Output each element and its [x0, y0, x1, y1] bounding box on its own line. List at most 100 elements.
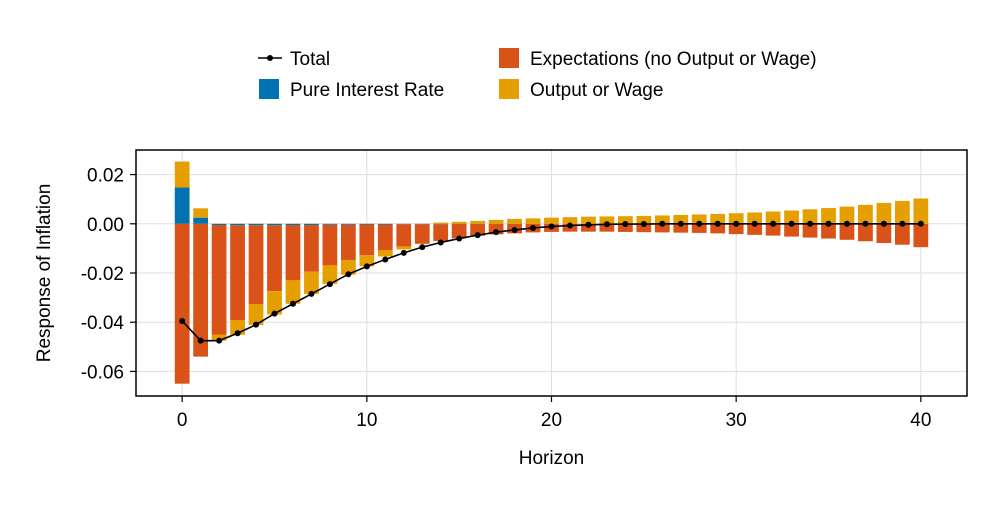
point-series-3-x-21 — [566, 222, 573, 229]
bar-series-1-x-38 — [876, 223, 892, 243]
bar-series-0-x-1 — [193, 217, 209, 224]
x-tick-label-0: 0 — [177, 410, 188, 431]
bar-series-2-x-8 — [322, 265, 338, 284]
point-series-3-x-9 — [345, 271, 352, 278]
bar-series-2-x-30 — [728, 213, 744, 224]
bar-series-1-x-12 — [396, 224, 412, 247]
bar-series-2-x-12 — [396, 246, 412, 250]
legend-entry-output-or-wage: Output or Wage — [499, 79, 663, 101]
bar-series-1-x-5 — [267, 225, 282, 292]
bar-series-1-x-29 — [710, 223, 726, 234]
point-series-3-x-38 — [880, 220, 887, 227]
point-series-3-x-40 — [917, 220, 924, 227]
bar-series-0-x-5 — [267, 223, 282, 226]
bar-series-2-x-1 — [193, 208, 209, 218]
point-series-3-x-0 — [179, 317, 186, 324]
legend-entry-expectations: Expectations (no Output or Wage) — [499, 48, 817, 70]
point-series-3-x-27 — [677, 220, 684, 227]
bar-series-2-x-24 — [617, 216, 633, 224]
bar-series-2-x-36 — [839, 206, 855, 224]
point-series-3-x-23 — [603, 221, 610, 228]
bar-series-1-x-36 — [839, 223, 855, 240]
legend-swatch-output-or-wage — [499, 79, 519, 99]
point-series-3-x-12 — [400, 249, 407, 256]
bar-series-2-x-15 — [451, 221, 467, 224]
x-tick-label-1: 10 — [356, 410, 377, 431]
bar-series-2-x-18 — [507, 218, 522, 224]
bar-series-2-x-20 — [544, 217, 559, 224]
bar-series-1-x-7 — [304, 225, 319, 272]
bar-series-1-x-6 — [285, 225, 301, 281]
point-series-3-x-6 — [289, 300, 296, 307]
bar-series-2-x-33 — [784, 210, 799, 224]
point-series-3-x-36 — [843, 220, 850, 227]
point-series-3-x-29 — [714, 220, 721, 227]
point-series-3-x-37 — [862, 220, 869, 227]
point-series-3-x-11 — [382, 256, 389, 263]
point-series-3-x-2 — [216, 337, 223, 344]
bar-series-2-x-31 — [747, 212, 763, 224]
bar-series-2-x-28 — [691, 214, 707, 224]
legend-swatch-total-marker — [267, 55, 273, 61]
x-tick-label-2: 20 — [541, 410, 562, 431]
bar-series-1-x-31 — [747, 223, 763, 235]
point-series-3-x-39 — [899, 220, 906, 227]
bar-series-1-x-13 — [414, 224, 430, 244]
bar-series-0-x-10 — [359, 223, 375, 225]
bar-series-1-x-39 — [894, 223, 910, 245]
chart-ticks: 0 10 20 30 40 -0.06 -0.04 -0.02 0.00 0.02 — [81, 166, 932, 431]
legend-label-pure-interest-rate: Pure Interest Rate — [290, 80, 444, 101]
point-series-3-x-17 — [493, 229, 500, 236]
bar-series-2-x-11 — [377, 250, 393, 257]
bar-series-0-x-8 — [322, 223, 338, 225]
bar-series-1-x-8 — [322, 224, 338, 266]
bar-series-2-x-34 — [802, 209, 818, 224]
legend-entry-pure-interest-rate: Pure Interest Rate — [259, 79, 444, 101]
bar-series-2-x-19 — [525, 218, 541, 224]
y-tick-label-4: 0.02 — [87, 166, 124, 187]
bar-series-1-x-27 — [673, 223, 689, 233]
bar-series-1-x-26 — [654, 223, 670, 233]
bar-series-1-x-30 — [728, 223, 744, 235]
legend-label-output-or-wage: Output or Wage — [530, 80, 663, 101]
bar-series-2-x-40 — [913, 198, 929, 224]
bar-series-0-x-6 — [285, 223, 301, 226]
point-series-3-x-14 — [437, 239, 444, 246]
point-series-3-x-28 — [696, 220, 703, 227]
chart-total-line — [179, 220, 924, 344]
bar-series-0-x-0 — [174, 187, 190, 224]
x-axis-label: Horizon — [519, 448, 584, 469]
bar-series-2-x-5 — [267, 291, 282, 315]
bar-series-1-x-34 — [802, 223, 818, 238]
point-series-3-x-10 — [363, 263, 370, 270]
bar-series-0-x-3 — [230, 223, 245, 226]
bar-series-2-x-2 — [211, 334, 227, 341]
y-tick-label-1: -0.04 — [81, 313, 125, 334]
point-series-3-x-31 — [751, 220, 758, 227]
y-tick-label-2: -0.02 — [81, 264, 124, 285]
bar-series-2-x-10 — [359, 255, 375, 267]
point-series-3-x-30 — [733, 220, 740, 227]
point-series-3-x-18 — [511, 226, 518, 233]
bar-series-1-x-28 — [691, 223, 707, 233]
bar-series-0-x-14 — [433, 223, 449, 225]
bar-series-2-x-26 — [654, 215, 670, 224]
point-series-3-x-5 — [271, 310, 278, 317]
bar-series-2-x-21 — [562, 217, 578, 224]
point-series-3-x-24 — [622, 221, 629, 228]
bar-series-2-x-17 — [488, 219, 504, 224]
y-axis-label: Response of Inflation — [34, 184, 55, 363]
bar-series-1-x-2 — [211, 225, 227, 335]
point-series-3-x-7 — [308, 290, 315, 297]
bar-series-0-x-2 — [211, 223, 227, 226]
legend-entry-total: Total — [258, 49, 330, 70]
y-tick-label-3: 0.00 — [87, 215, 124, 236]
bar-series-1-x-11 — [377, 224, 393, 251]
bar-series-0-x-11 — [377, 223, 393, 225]
bar-series-0-x-13 — [414, 223, 430, 225]
point-series-3-x-34 — [807, 220, 814, 227]
bar-series-1-x-3 — [230, 225, 245, 320]
legend-swatch-pure-interest-rate — [259, 79, 279, 99]
